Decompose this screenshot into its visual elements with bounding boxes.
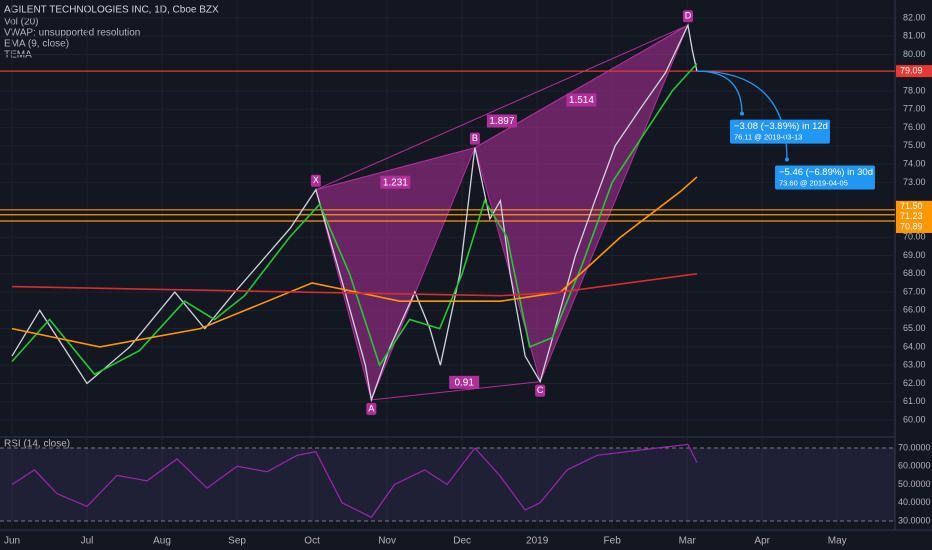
price-line [11, 273, 698, 297]
price-line [11, 176, 698, 348]
legend-item: TEMA [4, 50, 32, 61]
x-tick-label: Dec [453, 536, 471, 547]
projection-change: −3.08 (−3.89%) in 12d [734, 121, 828, 132]
pattern-point-box [366, 402, 377, 415]
projection-box [774, 165, 875, 190]
rsi-tick-label: 30.0000 [898, 515, 931, 525]
pattern-point-label: D [685, 11, 692, 21]
y-tick-label: 64.00 [903, 341, 926, 351]
y-tick-label: 81.00 [903, 31, 926, 41]
y-tick-label: 66.00 [903, 305, 926, 315]
y-tick-label: 70.00 [903, 232, 926, 242]
pattern-line [371, 381, 541, 401]
y-tick-label: 67.00 [903, 286, 926, 296]
ratio-box [486, 114, 517, 128]
y-tick-label: 82.00 [903, 12, 926, 22]
x-tick-label: Apr [754, 536, 770, 547]
pattern-point-box [682, 10, 693, 23]
pattern-point-box [535, 384, 546, 397]
legend-item: EMA (9, close) [4, 39, 69, 50]
x-tick-label: Jun [4, 536, 20, 547]
pattern-point-label: X [313, 175, 319, 185]
x-tick-label: Aug [153, 536, 171, 547]
ratio-box [380, 175, 411, 189]
price-level-label: 70.89 [900, 221, 923, 231]
pattern-line [315, 147, 476, 191]
y-tick-label: 62.00 [903, 378, 926, 388]
price-level-label: 71.50 [900, 201, 923, 211]
x-tick-label: Feb [604, 536, 622, 547]
ratio-box [566, 93, 597, 107]
price-level-label: 79.09 [900, 65, 923, 75]
price-level-tag [896, 210, 932, 223]
y-tick-label: 78.00 [903, 85, 926, 95]
y-tick-label: 76.00 [903, 122, 926, 132]
y-tick-label: 74.00 [903, 159, 926, 169]
pattern-ratio: 1.897 [489, 116, 514, 127]
pattern-point-label: C [537, 385, 544, 395]
x-tick-label: May [828, 536, 847, 547]
price-level-tag [896, 200, 932, 213]
legend-item: Vol (20) [4, 17, 38, 28]
rsi-tick-label: 40.0000 [898, 497, 931, 507]
projection-point [739, 111, 744, 116]
chart-title: AGILENT TECHNOLOGIES INC, 1D, Cboe BZX [4, 5, 219, 16]
y-tick-label: 60.00 [903, 414, 926, 424]
projection-change: −5.46 (−6.89%) in 30d [779, 167, 873, 178]
rsi-tick-label: 50.0000 [898, 479, 931, 489]
projection-target: 73.60 @ 2019-04-05 [779, 178, 848, 187]
price-level-label: 71.23 [900, 211, 923, 221]
pattern-point-box [469, 132, 480, 145]
price-line [11, 63, 698, 376]
y-tick-label: 68.00 [903, 268, 926, 278]
pattern-point-label: A [368, 403, 374, 413]
x-tick-label: Oct [304, 536, 320, 547]
price-level-tag [896, 65, 932, 78]
pattern-line [315, 24, 689, 191]
rsi-tick-label: 70.0000 [898, 442, 931, 452]
legend-item: VWAP: unsupported resolution [4, 28, 140, 39]
projection-point [784, 157, 789, 162]
x-tick-label: Nov [378, 536, 396, 547]
y-tick-label: 65.00 [903, 323, 926, 333]
x-tick-label: Jul [81, 536, 94, 547]
pattern-point-box [310, 174, 321, 187]
pattern-point-label: B [472, 133, 478, 143]
price-line [11, 23, 698, 403]
y-tick-label: 77.00 [903, 104, 926, 114]
rsi-line [11, 443, 698, 519]
y-tick-label: 73.00 [903, 177, 926, 187]
projection-box [729, 119, 830, 144]
pattern-ratio: 1.514 [569, 95, 594, 106]
y-tick-label: 69.00 [903, 250, 926, 260]
rsi-label: RSI (14, close) [4, 439, 70, 450]
pattern-ratio: 0.91 [454, 377, 474, 388]
price-level-tag [896, 220, 932, 233]
y-tick-label: 80.00 [903, 49, 926, 59]
projection-arc [696, 70, 788, 160]
y-tick-label: 75.00 [903, 140, 926, 150]
x-tick-label: 2019 [526, 536, 549, 547]
pattern-ratio: 1.231 [383, 177, 408, 188]
y-tick-label: 61.00 [903, 396, 926, 406]
y-tick-label: 63.00 [903, 360, 926, 370]
projection-target: 76.11 @ 2019-03-13 [734, 133, 802, 142]
ratio-box [449, 375, 480, 389]
x-tick-label: Sep [228, 536, 246, 547]
rsi-tick-label: 60.0000 [898, 461, 931, 471]
x-tick-label: Mar [679, 536, 697, 547]
